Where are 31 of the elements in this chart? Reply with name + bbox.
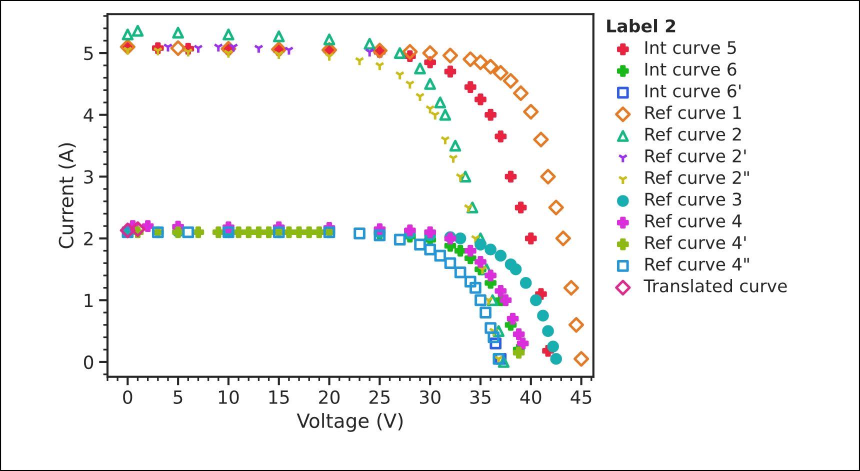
legend-label: Ref curve 3 (645, 192, 742, 206)
legend-label: Ref curve 2" (645, 170, 749, 184)
x-tick-label: 5 (174, 390, 182, 404)
x-tick-label: 15 (269, 390, 289, 404)
y-tick-label: 3 (84, 170, 93, 184)
x-tick-label: 10 (218, 390, 239, 404)
y-tick-label: 1 (84, 294, 93, 308)
legend-label: Ref curve 2 (645, 127, 741, 141)
legend-label: Ref curve 1 (645, 106, 741, 120)
y-tick-label: 0 (84, 355, 94, 370)
legend-label: Int curve 5 (645, 41, 736, 54)
legend-label: Ref curve 4' (645, 236, 746, 250)
x-tick-label: 0 (123, 390, 132, 404)
x-axis-title: Voltage (V) (296, 413, 403, 432)
y-tick-label: 4 (84, 108, 94, 122)
y-axis-title: Current (A) (58, 143, 76, 248)
x-tick-label: 30 (420, 390, 440, 404)
y-tick-label: 5 (84, 46, 93, 60)
legend-title: Label 2 (607, 19, 676, 32)
x-tick-label: 35 (470, 390, 490, 404)
legend-label: Ref curve 4" (645, 257, 749, 271)
legend-label: Int curve 6' (645, 84, 741, 98)
x-tick-label: 45 (570, 390, 592, 404)
y-tick-label: 2 (84, 232, 92, 246)
legend-label: Translated curve (644, 278, 787, 292)
legend-label: Ref curve 2' (645, 149, 746, 162)
x-tick-label: 20 (319, 390, 340, 404)
legend-label: Int curve 6 (645, 62, 736, 76)
x-tick-label: 25 (370, 390, 390, 404)
x-tick-label: 40 (520, 390, 542, 404)
legend-label: Ref curve 4 (645, 214, 742, 228)
